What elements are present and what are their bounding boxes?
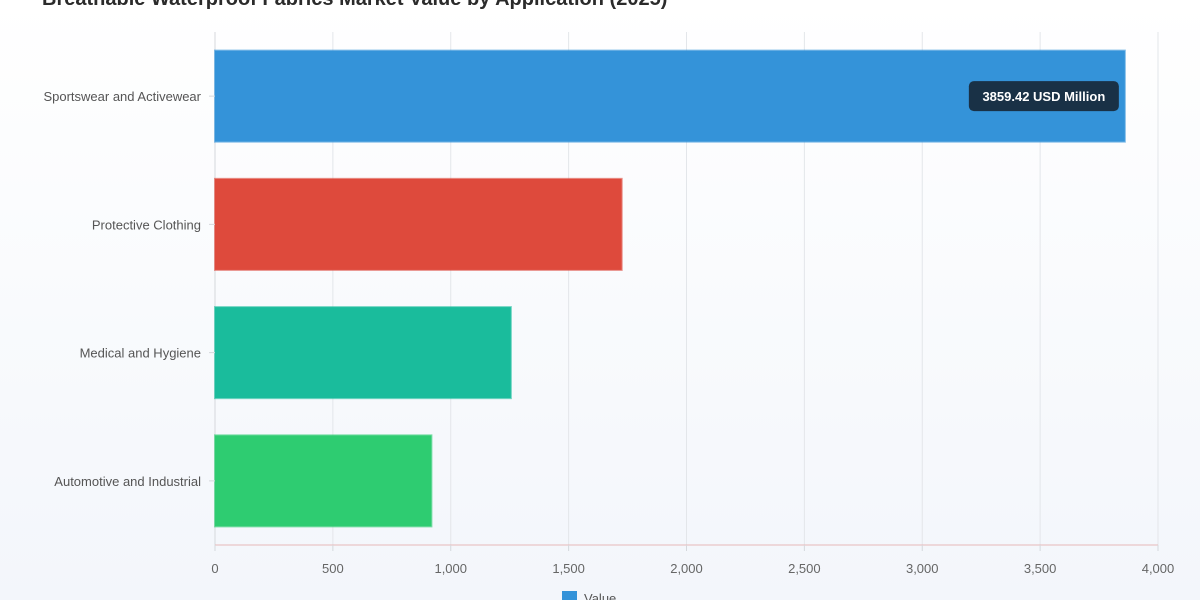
x-tick-label-3: 1,500 bbox=[552, 561, 585, 576]
x-tick-label-0: 0 bbox=[211, 561, 218, 576]
legend-label: Value bbox=[584, 591, 616, 600]
x-tick-label-2: 1,000 bbox=[434, 561, 467, 576]
category-label-1: Protective Clothing bbox=[92, 217, 201, 232]
x-tick-label-1: 500 bbox=[322, 561, 344, 576]
category-label-2: Medical and Hygiene bbox=[80, 346, 201, 361]
bar-2[interactable] bbox=[214, 306, 512, 400]
category-label-0: Sportswear and Activewear bbox=[43, 89, 201, 104]
x-tick-label-8: 4,000 bbox=[1142, 561, 1175, 576]
bar-3[interactable] bbox=[214, 434, 433, 528]
bar-1[interactable] bbox=[214, 177, 623, 271]
legend-swatch bbox=[562, 591, 577, 600]
x-tick-label-4: 2,000 bbox=[670, 561, 703, 576]
tooltip-box bbox=[968, 81, 1119, 112]
x-tick-label-6: 3,000 bbox=[906, 561, 939, 576]
chart-title: Breathable Waterproof Fabrics Market Val… bbox=[42, 0, 667, 11]
category-label-3: Automotive and Industrial bbox=[54, 474, 201, 489]
x-tick-label-7: 3,500 bbox=[1024, 561, 1057, 576]
tooltip-text: 3859.42 USD Million bbox=[982, 89, 1105, 104]
x-tick-label-5: 2,500 bbox=[788, 561, 821, 576]
